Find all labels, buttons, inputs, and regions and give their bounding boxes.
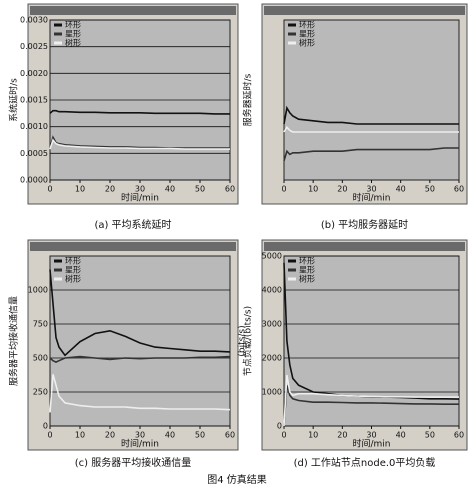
x-tick-label: 30: [366, 185, 376, 194]
y-axis-label: 节点负载/(bits/s): [242, 306, 254, 376]
series-line: [49, 138, 230, 150]
y-tick-label: 4000: [262, 286, 282, 295]
x-tick-label: 30: [366, 431, 376, 440]
x-tick-label: 10: [75, 185, 85, 194]
title-bar: [264, 242, 465, 251]
x-axis-label: 时间/min: [352, 192, 390, 204]
legend-label: 星形: [299, 30, 315, 39]
chart-caption: (a) 平均系统延时: [94, 218, 171, 231]
x-tick-label: 20: [105, 431, 115, 440]
x-tick-label: 10: [75, 431, 85, 440]
x-axis-label: 时间/min: [352, 438, 390, 450]
series-line: [49, 355, 231, 363]
y-tick-label: 0.0010: [20, 122, 48, 131]
title-bar: [30, 242, 236, 251]
y-tick-label: 1000: [28, 286, 48, 295]
x-tick-label: 10: [308, 431, 318, 440]
y-tick-label: 0.0015: [20, 96, 48, 105]
legend-label: 环形: [65, 257, 81, 266]
legend-label: 环形: [299, 21, 315, 30]
y-tick-label: 0.0025: [20, 42, 48, 51]
legend-label: 环形: [65, 21, 81, 30]
legend-label: 树形: [299, 274, 315, 284]
x-axis-label: 时间/min: [121, 438, 159, 450]
title-bar: [264, 6, 465, 15]
y-tick-label: 750: [33, 320, 48, 329]
x-tick-label: 40: [396, 185, 406, 194]
y-tick-label: 1000: [262, 388, 282, 397]
x-tick-label: 20: [337, 185, 347, 194]
series-line: [49, 269, 231, 357]
x-tick-label: 0: [281, 431, 286, 440]
x-tick-label: 40: [396, 431, 406, 440]
legend-label: 树形: [299, 38, 315, 48]
legend-label: 环形: [299, 257, 315, 266]
x-tick-label: 50: [195, 431, 205, 440]
y-axis-label: 服务器平均接收通信量: [8, 296, 20, 386]
series-line: [283, 125, 459, 133]
x-tick-label: 10: [308, 185, 318, 194]
series-line: [283, 374, 459, 427]
y-tick-label: 0: [277, 422, 282, 431]
y-axis-unit: (bits/s): [238, 325, 248, 356]
chart-caption: (c) 服务器平均接收通信量: [75, 456, 191, 469]
series-line: [49, 374, 231, 413]
x-tick-label: 40: [165, 431, 175, 440]
y-tick-label: 2000: [262, 354, 282, 363]
y-tick-label: 5000: [262, 252, 282, 261]
plot-area: [283, 19, 460, 181]
x-tick-label: 30: [135, 431, 145, 440]
x-tick-label: 50: [425, 185, 435, 194]
series-line: [283, 147, 459, 162]
x-axis-label: 时间/min: [121, 192, 159, 204]
x-tick-label: 30: [135, 185, 145, 194]
legend-label: 星形: [65, 266, 81, 275]
legend-label: 星形: [65, 30, 81, 39]
legend-label: 星形: [299, 266, 315, 275]
legend-label: 树形: [65, 38, 81, 48]
y-tick-label: 0: [43, 422, 48, 431]
series-line: [49, 135, 230, 149]
y-tick-label: 3000: [262, 320, 282, 329]
x-tick-label: 0: [47, 431, 52, 440]
y-axis-label: 服务器延时/s: [242, 73, 254, 126]
y-tick-label: 0.0030: [20, 16, 48, 25]
series-line: [283, 105, 459, 125]
x-tick-label: 60: [454, 431, 464, 440]
x-tick-label: 0: [47, 185, 52, 194]
chart-caption: (b) 平均服务器延时: [321, 218, 408, 231]
x-tick-label: 20: [337, 431, 347, 440]
x-tick-label: 50: [195, 185, 205, 194]
x-tick-label: 60: [454, 185, 464, 194]
x-tick-label: 40: [165, 185, 175, 194]
y-axis-label: 系统延时/s: [8, 78, 20, 122]
title-bar: [30, 6, 236, 15]
y-tick-label: 0.0000: [20, 176, 48, 185]
y-tick-label: 0.0020: [20, 69, 48, 78]
series-line: [49, 109, 230, 115]
y-tick-label: 250: [33, 388, 48, 397]
x-tick-label: 20: [105, 185, 115, 194]
chart-caption: (d) 工作站节点node.0平均负载: [294, 456, 436, 469]
x-tick-label: 60: [225, 185, 235, 194]
x-tick-label: 50: [425, 431, 435, 440]
figure-caption: 图4 仿真结果: [207, 473, 267, 486]
x-tick-label: 60: [225, 431, 235, 440]
y-tick-label: 0.0005: [20, 149, 48, 158]
series-line: [283, 384, 459, 427]
y-tick-label: 500: [33, 354, 48, 363]
x-tick-label: 0: [281, 185, 286, 194]
legend-label: 树形: [65, 274, 81, 284]
